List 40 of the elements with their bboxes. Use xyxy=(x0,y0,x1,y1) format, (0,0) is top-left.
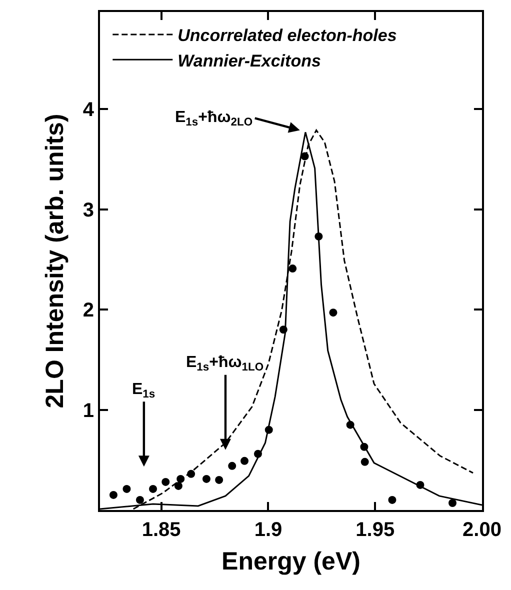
point xyxy=(416,480,424,489)
y-tick-label: 3 xyxy=(82,199,94,222)
point xyxy=(202,474,210,483)
point xyxy=(279,326,288,334)
x-axis-title: Energy (eV) xyxy=(222,548,360,576)
point xyxy=(360,458,369,466)
point xyxy=(109,490,118,499)
point xyxy=(176,474,185,483)
point xyxy=(329,308,338,317)
point xyxy=(264,426,273,434)
annotation: E$_{1s}$ xyxy=(132,381,156,400)
point xyxy=(388,496,396,504)
point xyxy=(300,152,309,160)
y-axis-title: 2LO Intensity (arb. units) xyxy=(41,114,70,408)
point xyxy=(122,484,131,493)
legend-label: Uncorrelated electon-holes xyxy=(178,26,397,46)
point xyxy=(215,476,224,484)
x-tick-label: 1.9 xyxy=(254,519,282,541)
x-tick-label: 1.95 xyxy=(356,519,395,541)
point xyxy=(288,264,297,273)
annotation: E$_{1s}$+ħω$_{2LO}$ xyxy=(175,109,253,128)
point xyxy=(346,420,354,429)
point xyxy=(162,478,170,486)
point xyxy=(254,450,262,458)
x-tick-label: 2.00 xyxy=(462,519,502,541)
point xyxy=(314,232,323,240)
point xyxy=(149,484,158,493)
point xyxy=(448,498,456,507)
point xyxy=(360,442,368,451)
legend-label: Wannier-Excitons xyxy=(178,51,321,70)
y-tick-label: 2 xyxy=(82,300,94,322)
point xyxy=(187,470,196,478)
point xyxy=(136,496,144,504)
point xyxy=(240,456,249,465)
point xyxy=(174,482,182,490)
y-tick-label: 4 xyxy=(82,99,95,122)
y-tick-label: 1 xyxy=(82,400,94,422)
point xyxy=(228,462,236,470)
annotation: E$_{1s}$+ħω$_{1LO}$ xyxy=(186,354,264,374)
x-tick-label: 1.85 xyxy=(142,519,181,541)
